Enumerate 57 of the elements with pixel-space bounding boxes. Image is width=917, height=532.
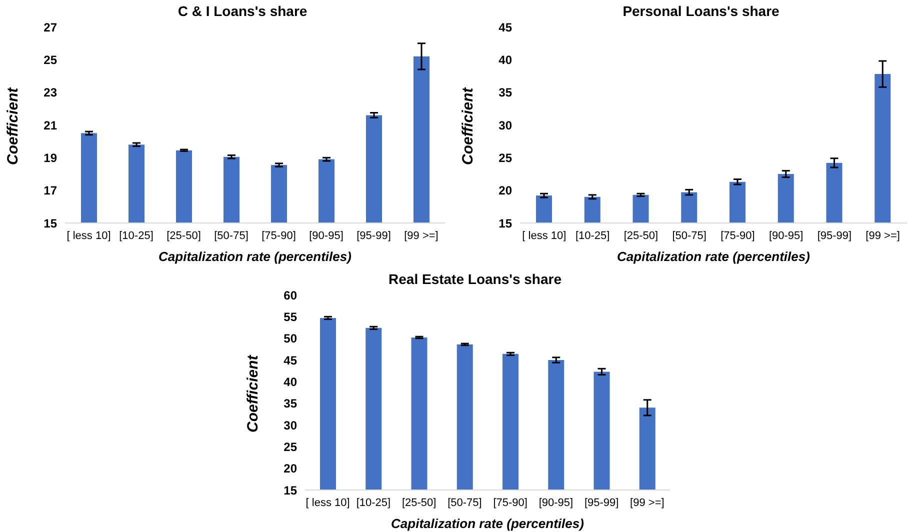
y-tick-label: 15 (44, 216, 58, 230)
x-tick-label: [50-75] (448, 496, 482, 509)
x-tick-label: [10-25] (119, 230, 154, 242)
y-tick-label: 15 (498, 216, 512, 230)
x-tick-label: [75-90] (720, 230, 755, 242)
y-tick-label: 55 (284, 310, 298, 324)
x-axis-title: Capitalization rate (percentiles) (617, 249, 810, 264)
y-axis-title: Coefficient (459, 86, 476, 165)
y-tick-label: 50 (284, 332, 298, 346)
x-tick-label: [ less 10] (66, 230, 111, 242)
x-tick-label: [ less 10] (306, 496, 350, 509)
x-tick-label: [95-99] (817, 230, 852, 242)
y-tick-label: 40 (284, 374, 298, 389)
y-tick-label: 30 (498, 118, 512, 132)
y-tick-label: 15 (284, 483, 298, 498)
x-tick-label: [10-25] (575, 230, 610, 242)
x-tick-label: [10-25] (356, 496, 391, 509)
chart-title: C & I Loans's share (176, 2, 308, 21)
x-tick-label: [25-50] (624, 230, 658, 242)
x-tick-label: [90-95] (768, 230, 804, 242)
y-axis-title: Coefficient (4, 86, 22, 165)
chart-title: Real Estate Loans's share (388, 270, 562, 289)
x-tick-label: [99 >=] (866, 230, 900, 242)
x-tick-label: [90-95] (309, 230, 344, 242)
y-tick-label: 27 (44, 20, 58, 34)
x-tick-label: [50-75] (214, 230, 248, 242)
y-tick-label: 19 (44, 150, 58, 165)
y-tick-label: 60 (284, 288, 298, 302)
x-tick-label: [75-90] (262, 230, 296, 242)
y-tick-label: 17 (44, 184, 58, 198)
x-axis-title: Capitalization rate (percentiles) (158, 249, 352, 264)
y-tick-label: 25 (498, 150, 512, 165)
y-tick-label: 20 (284, 462, 298, 476)
y-tick-label: 45 (284, 353, 298, 368)
y-tick-label: 25 (284, 440, 298, 454)
y-tick-label: 45 (498, 20, 512, 34)
chart-title: Personal Loans's share (622, 2, 780, 21)
y-tick-label: 25 (44, 52, 58, 67)
x-tick-label: [75-90] (493, 496, 528, 509)
x-tick-label: [99 >=] (404, 230, 438, 242)
x-tick-label: [99 >=] (630, 496, 664, 509)
x-axis-title: Capitalization rate (percentiles) (391, 516, 584, 531)
x-tick-label: [90-95] (538, 496, 574, 509)
x-tick-label: [25-50] (166, 230, 201, 242)
x-tick-label: [50-75] (672, 230, 706, 242)
y-axis-title: Coefficient (244, 354, 262, 432)
y-tick-label: 20 (498, 184, 512, 198)
x-tick-label: [95-99] (584, 496, 619, 509)
x-tick-label: [ less 10] (522, 230, 566, 242)
y-tick-label: 23 (44, 86, 58, 100)
x-tick-label: [95-99] (356, 230, 391, 242)
y-tick-label: 30 (284, 418, 298, 432)
y-tick-label: 40 (498, 52, 512, 67)
x-tick-label: [25-50] (402, 496, 436, 509)
y-tick-label: 21 (44, 118, 58, 132)
y-tick-label: 35 (284, 396, 298, 411)
y-tick-label: 35 (498, 86, 512, 100)
